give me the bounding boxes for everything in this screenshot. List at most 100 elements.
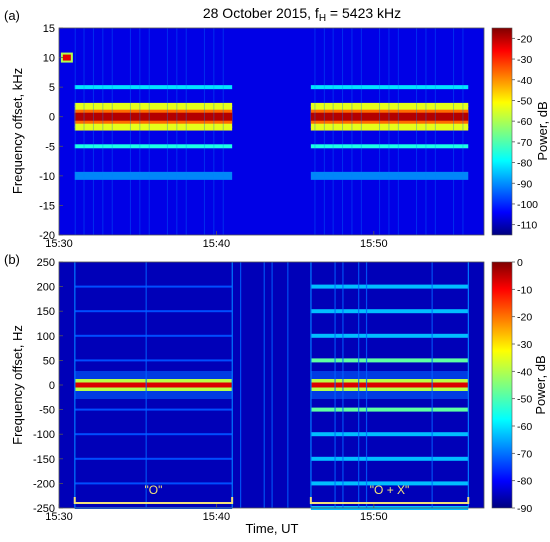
harmonic-line [74,408,233,411]
y-tick-label: -10 [39,171,55,183]
carrier-line [310,382,469,388]
panel-b-ylabel: Frequency offset, Hz [10,325,25,445]
interval-bracket [73,497,234,504]
x-tick-label: 15:50 [360,238,388,250]
carrier-line [310,112,469,121]
y-tick-label: -20 [39,230,55,242]
colorbar-tick-label: -50 [517,394,532,406]
panel-a-colorbar-ticks: -20 -30 -40 -50 -60 -70 -80 -90 -100 -110 [512,33,538,232]
interference-line [365,262,368,508]
colorbar-tick-label: 0 [517,257,523,269]
transition-line [467,262,469,508]
panel-a-xticks: 15:30 15:40 15:50 [45,231,388,250]
y-tick-label: -15 [39,200,55,212]
noise-streak [314,28,316,235]
colorbar-tick-label: -50 [517,95,532,107]
panel-b-colorbar: 0 -10 -20 -30 -40 -50 -60 -70 -80 -90 Power, dB [491,257,548,515]
y-tick-label: 0 [49,380,55,392]
colorbar-tick-label: -40 [517,366,532,378]
harmonic-line [74,359,233,362]
panel-b-heatmap [59,262,484,510]
interference-line [431,262,433,508]
harmonic-line [74,482,233,485]
noise-streak [323,28,325,235]
y-tick-label: -100 [33,429,55,441]
harmonic-line [310,284,469,289]
panel-b-yticks: 250 200 150 100 50 0 -50 -100 -150 -200 -250 [33,257,63,515]
colorbar-tick-label: -110 [517,220,537,232]
y-tick-label: 10 [43,53,55,65]
panel-a-colorbar-label: Power, dB [535,101,550,160]
noise-streak [379,28,381,235]
figure-title: 28 October 2015, fH = 5423 kHz [203,5,401,24]
harmonic-line [74,433,233,436]
interval-label: "O + X" [370,483,410,497]
sideband-line [310,126,469,131]
noise-streak [434,28,436,235]
noise-streak [185,28,187,235]
harmonic-line [310,309,469,314]
y-tick-label: 200 [37,282,55,294]
harmonic-line [310,481,469,486]
carrier-line [74,382,233,388]
sideband-line [310,144,469,149]
colorbar-tick-label: -80 [517,158,532,170]
y-tick-label: 250 [37,257,55,269]
sideband-line [74,85,233,90]
noise-streak [176,28,178,235]
noise-streak [397,28,399,235]
noise-band [310,171,469,180]
panel-a-yticks: 15 10 5 0 -5 -10 -15 -20 [39,23,63,242]
colorbar-tick-label: -60 [517,116,532,128]
noise-streak [332,28,334,235]
colorbar-tick-label: -30 [517,54,532,66]
noise-streak [111,28,113,235]
interval-bracket [309,497,470,504]
noise-band [74,171,233,180]
x-axis-label: Time, UT [246,521,299,536]
interference-line [240,262,242,508]
harmonic-line [74,334,233,337]
transition-line [74,262,76,508]
noise-streak [102,28,104,235]
x-tick-label: 15:30 [45,511,73,523]
interference-line [145,262,147,508]
noise-streak [462,28,464,235]
colorbar-tick-label: -90 [517,503,532,515]
y-tick-label: -5 [45,141,55,153]
noise-streak [129,28,131,235]
y-tick-label: 0 [49,112,55,124]
colorbar-tick-label: -60 [517,421,532,433]
panel-b-annotations: "O" "O + X" [73,483,470,504]
harmonic-line [310,432,469,437]
noise-streak [425,28,427,235]
harmonic-line [74,310,233,313]
colorbar-tick-label: -30 [517,339,532,351]
interference-line [334,262,336,508]
harmonic-line [310,358,469,363]
panel-a-frame [58,27,485,236]
noise-streak [166,28,168,235]
harmonic-line [74,457,233,460]
noise-streak [213,28,215,235]
y-tick-label: 150 [37,306,55,318]
noise-streak [222,28,224,235]
interference-line [358,262,360,508]
colorbar-tick-label: -10 [517,284,532,296]
noise-streak [148,28,150,235]
panel-b-xticks: 15:30 15:40 15:50 [45,504,388,523]
y-tick-label: 15 [43,23,55,35]
harmonic-line [310,407,469,412]
colorbar-tick-label: -40 [517,75,532,87]
heatmap-background [59,28,484,235]
panel-b-colorbar-label: Power, dB [533,355,548,414]
y-tick-label: 100 [37,331,55,343]
noise-streak [342,28,344,235]
y-tick-label: 50 [43,355,55,367]
sideband-line [74,102,233,107]
harmonic-line [310,456,469,461]
colorbar-tick-label: -20 [517,33,532,45]
sideband-line [74,126,233,131]
panel-a: (a) Frequency offset, kHz 15 10 5 0 -5 -10 -15… [4,8,550,250]
